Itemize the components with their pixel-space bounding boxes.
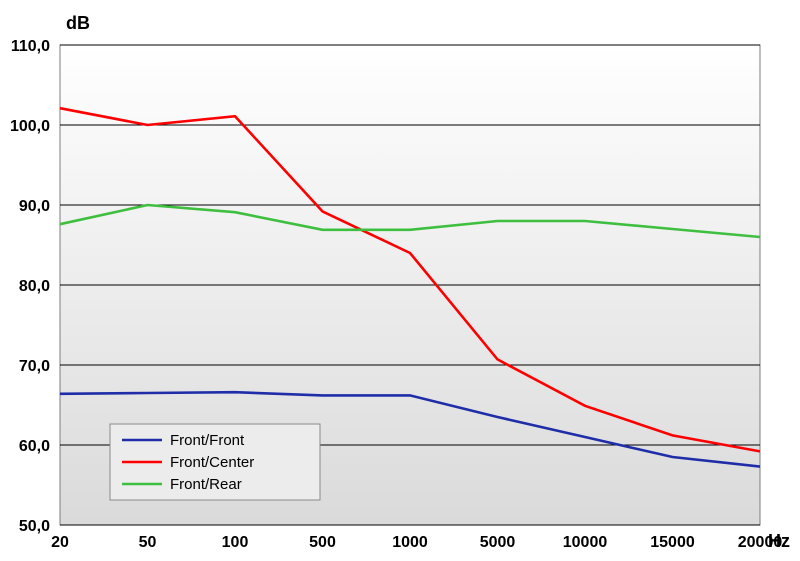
x-tick-label: 50 [139, 534, 157, 551]
x-tick-label: 1000 [392, 534, 428, 551]
legend-label: Front/Front [170, 432, 245, 449]
y-tick-label: 80,0 [19, 278, 50, 295]
legend-label: Front/Rear [170, 476, 242, 493]
legend-label: Front/Center [170, 454, 254, 471]
y-tick-label: 60,0 [19, 438, 50, 455]
y-tick-label: 110,0 [11, 38, 50, 55]
x-tick-label: 20 [51, 534, 69, 551]
x-tick-label: 500 [309, 534, 336, 551]
x-tick-label: 5000 [480, 534, 516, 551]
x-tick-label: 100 [222, 534, 249, 551]
y-tick-label: 90,0 [19, 198, 50, 215]
y-tick-label: 50,0 [19, 518, 50, 535]
x-tick-label: 15000 [650, 534, 695, 551]
y-axis-label: dB [66, 13, 90, 33]
x-tick-label: 10000 [563, 534, 608, 551]
y-tick-label: 70,0 [19, 358, 50, 375]
frequency-response-chart: 50,0 60,0 70,0 80,0 90,0 100,0 110,0 20 50 100 500… [0, 0, 800, 561]
x-axis-label: Hz [768, 531, 790, 551]
y-tick-label: 100,0 [10, 118, 50, 135]
